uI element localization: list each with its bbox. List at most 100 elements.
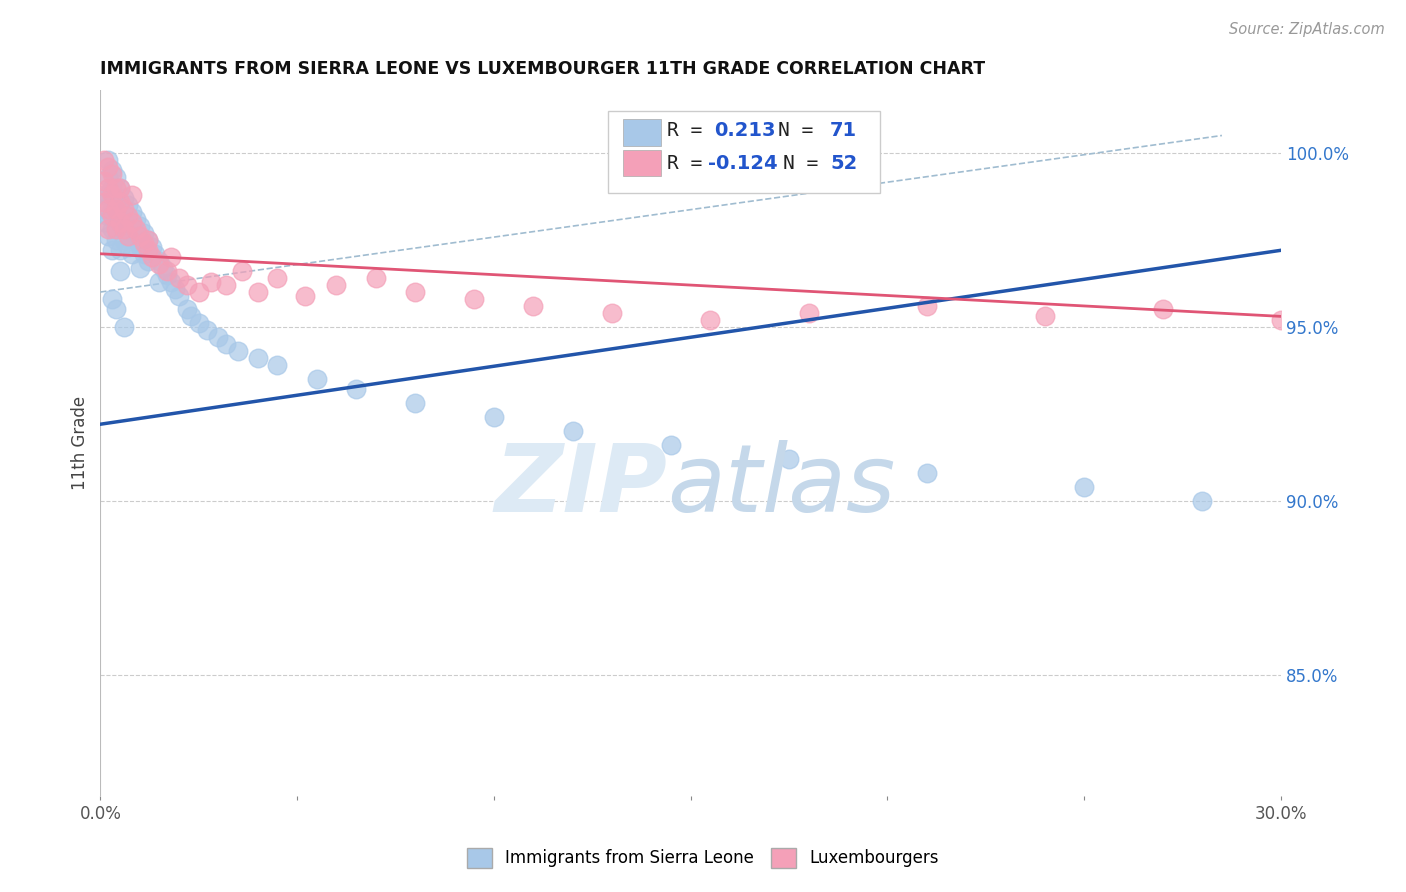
- Point: [105, 191, 128, 205]
- Point: [195, 323, 218, 337]
- Point: [404, 396, 426, 410]
- Point: [105, 180, 128, 194]
- Point: [105, 233, 128, 247]
- Point: [364, 271, 387, 285]
- Text: 71: 71: [830, 121, 858, 140]
- Text: N =: N =: [778, 121, 825, 140]
- Point: [108, 180, 131, 194]
- Point: [97, 170, 120, 185]
- Point: [117, 209, 139, 223]
- Point: [108, 180, 131, 194]
- Point: [207, 330, 229, 344]
- Point: [101, 202, 124, 216]
- Point: [180, 310, 202, 324]
- Point: [200, 275, 222, 289]
- Point: [121, 205, 143, 219]
- Point: [145, 246, 167, 260]
- Point: [97, 187, 120, 202]
- Point: [97, 209, 120, 223]
- Text: R =: R =: [666, 153, 714, 172]
- Point: [1152, 302, 1174, 317]
- Point: [97, 222, 120, 236]
- Point: [101, 244, 124, 258]
- Point: [112, 222, 135, 236]
- Point: [132, 246, 155, 260]
- Point: [215, 337, 238, 351]
- Point: [915, 466, 938, 480]
- Point: [136, 244, 159, 258]
- Legend: Immigrants from Sierra Leone, Luxembourgers: Immigrants from Sierra Leone, Luxembourg…: [461, 841, 945, 875]
- Point: [121, 246, 143, 260]
- Point: [266, 271, 288, 285]
- Text: R =: R =: [666, 121, 714, 140]
- Point: [136, 233, 159, 247]
- Text: ZIP: ZIP: [494, 440, 666, 532]
- Point: [108, 215, 131, 229]
- Point: [1270, 313, 1292, 327]
- Point: [404, 285, 426, 299]
- Point: [167, 288, 190, 302]
- Point: [105, 170, 128, 185]
- Point: [101, 187, 124, 202]
- Point: [125, 233, 148, 247]
- Point: [117, 240, 139, 254]
- Point: [246, 285, 269, 299]
- Point: [1033, 310, 1056, 324]
- Point: [117, 198, 139, 212]
- Point: [344, 383, 367, 397]
- Point: [93, 194, 115, 209]
- Point: [463, 292, 485, 306]
- FancyBboxPatch shape: [623, 120, 661, 146]
- Point: [121, 215, 143, 229]
- Point: [231, 264, 253, 278]
- Point: [1073, 480, 1095, 494]
- Point: [101, 180, 124, 194]
- Point: [176, 278, 198, 293]
- Point: [108, 244, 131, 258]
- Point: [105, 202, 128, 216]
- Point: [561, 424, 583, 438]
- Point: [136, 253, 159, 268]
- Point: [167, 271, 190, 285]
- Point: [141, 240, 163, 254]
- Point: [215, 278, 238, 293]
- Point: [187, 285, 209, 299]
- Point: [522, 299, 544, 313]
- Point: [117, 219, 139, 233]
- Point: [101, 292, 124, 306]
- Point: [108, 264, 131, 278]
- Point: [659, 438, 682, 452]
- Text: 52: 52: [830, 153, 858, 172]
- Point: [778, 452, 800, 467]
- Text: atlas: atlas: [666, 441, 896, 532]
- Point: [112, 202, 135, 216]
- Point: [128, 219, 150, 233]
- Point: [226, 344, 249, 359]
- Point: [97, 229, 120, 244]
- Point: [132, 226, 155, 240]
- Point: [128, 240, 150, 254]
- Y-axis label: 11th Grade: 11th Grade: [72, 396, 89, 491]
- Point: [112, 211, 135, 226]
- Text: IMMIGRANTS FROM SIERRA LEONE VS LUXEMBOURGER 11TH GRADE CORRELATION CHART: IMMIGRANTS FROM SIERRA LEONE VS LUXEMBOU…: [100, 60, 986, 78]
- Point: [93, 174, 115, 188]
- Point: [97, 202, 120, 216]
- Point: [187, 316, 209, 330]
- Point: [97, 153, 120, 167]
- Point: [128, 229, 150, 244]
- Point: [176, 302, 198, 317]
- Text: N =: N =: [783, 153, 830, 172]
- Point: [101, 222, 124, 236]
- Point: [294, 288, 316, 302]
- Point: [1191, 493, 1213, 508]
- Text: 0.213: 0.213: [714, 121, 776, 140]
- Point: [93, 202, 115, 216]
- Point: [160, 250, 183, 264]
- Point: [148, 253, 170, 268]
- Text: -0.124: -0.124: [709, 153, 778, 172]
- Point: [101, 163, 124, 178]
- Point: [125, 211, 148, 226]
- Point: [128, 260, 150, 275]
- Point: [325, 278, 347, 293]
- Point: [108, 202, 131, 216]
